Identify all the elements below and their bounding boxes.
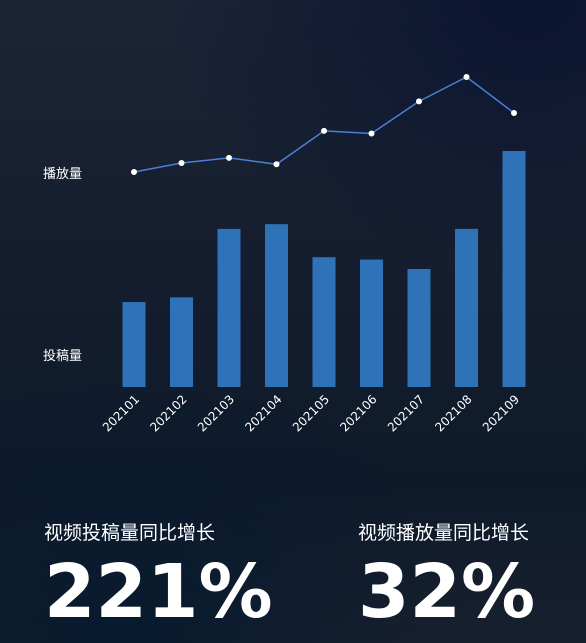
- x-tick-labels: 202101 202102 202103 202104 202105 202106 2021…: [100, 392, 522, 434]
- bar-202102: [170, 297, 193, 387]
- point-202104: [273, 161, 280, 168]
- play-growth-value: 32%: [358, 549, 536, 635]
- x-tick-202107: 202107: [385, 392, 427, 434]
- point-202101: [131, 169, 137, 175]
- play-growth-stat: 视频播放量同比增长 32%: [358, 518, 535, 629]
- point-202107: [416, 98, 422, 105]
- bar-202101: [122, 302, 146, 387]
- x-tick-202101: 202101: [100, 392, 142, 434]
- point-202106: [368, 130, 375, 137]
- x-tick-202106: 202106: [337, 392, 379, 434]
- x-tick-202108: 202108: [432, 392, 474, 434]
- x-tick-202102: 202102: [147, 392, 189, 434]
- submission-growth-label: 视频投稿量同比增长: [44, 522, 216, 544]
- point-202102: [178, 160, 185, 167]
- x-tick-202109: 202109: [480, 392, 522, 434]
- bar-202105: [312, 257, 336, 387]
- bar-202109: [502, 151, 526, 387]
- point-202109: [511, 109, 517, 116]
- bar-202104: [265, 224, 288, 387]
- x-tick-202105: 202105: [290, 392, 332, 434]
- bar-202108: [455, 228, 478, 387]
- submission-growth-stat: 视频投稿量同比增长 221%: [44, 518, 273, 629]
- x-tick-202104: 202104: [242, 392, 284, 434]
- play-growth-label: 视频播放量同比增长: [358, 522, 530, 544]
- bar-series: [122, 151, 526, 387]
- chart: 202101 202102 202103 202104 202105 202106 2021…: [43, 74, 526, 434]
- point-202108: [463, 74, 470, 80]
- point-202103: [226, 154, 232, 161]
- line-points: [131, 74, 517, 175]
- point-202105: [321, 127, 327, 134]
- submission-growth-value: 221%: [44, 549, 273, 635]
- row-label-submissions: 投稿量: [43, 348, 82, 364]
- bar-202106: [360, 259, 383, 387]
- bar-202103: [217, 228, 241, 387]
- bar-202107: [407, 269, 431, 387]
- row-label-plays: 播放量: [43, 167, 82, 182]
- line-series: [133, 76, 515, 173]
- x-tick-202103: 202103: [195, 392, 237, 434]
